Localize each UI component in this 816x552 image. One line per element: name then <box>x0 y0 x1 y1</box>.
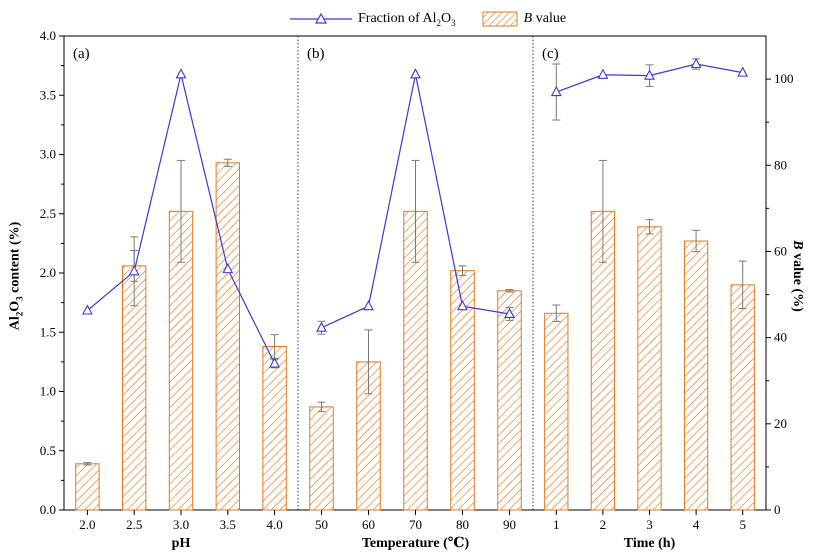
bar <box>75 463 100 511</box>
x-tick-label: 80 <box>456 517 469 532</box>
y2-tick-label: 20 <box>774 416 787 431</box>
bar <box>497 290 522 511</box>
x-tick-label: 90 <box>503 517 516 532</box>
y2-tick-label: 0 <box>774 502 781 517</box>
line-point <box>504 307 515 318</box>
line-point <box>175 68 187 79</box>
y-tick-label: 2.5 <box>40 206 56 221</box>
bar <box>730 284 755 511</box>
line-point <box>269 357 281 368</box>
panel-label: (c) <box>542 46 559 62</box>
x-tick-label: 5 <box>739 517 746 532</box>
y-tick-label: 3.5 <box>40 87 56 102</box>
line-point <box>644 69 655 80</box>
line-point <box>457 300 468 311</box>
legend-bar-label: B value <box>523 11 567 26</box>
line-point <box>363 300 374 311</box>
y-tick-label: 2.0 <box>40 265 56 280</box>
y2-tick-label: 100 <box>774 71 794 86</box>
panel-label: (b) <box>307 46 325 62</box>
x-tick-label: 3.0 <box>173 517 189 532</box>
bar <box>544 312 569 511</box>
line-point <box>128 265 140 276</box>
bar <box>309 406 334 511</box>
x-tick-label: 2.0 <box>79 517 95 532</box>
x-tick-label: 4 <box>693 517 700 532</box>
x-tick-label: 50 <box>315 517 328 532</box>
line-point <box>690 57 702 69</box>
hatched-bar-icon <box>482 11 518 27</box>
x-tick-label: 70 <box>409 517 422 532</box>
x-tick-label: 1 <box>553 517 560 532</box>
y2-tick-label: 80 <box>774 157 787 172</box>
line-point <box>737 66 749 77</box>
legend: Fraction of Al2O3 B value <box>290 6 592 32</box>
line-point <box>597 68 609 79</box>
bar <box>262 345 287 511</box>
x-tick-label: 3.5 <box>220 517 236 532</box>
bar <box>637 226 662 511</box>
x-axis-label: Temperature (℃) <box>362 536 470 551</box>
y2-tick-label: 60 <box>774 243 787 258</box>
x-tick-label: 3 <box>646 517 653 532</box>
y-tick-label: 0.0 <box>40 502 56 517</box>
x-tick-label: 60 <box>362 517 375 532</box>
legend-bar-item: B value <box>482 11 566 27</box>
line-point <box>410 68 421 79</box>
y-tick-label: 0.5 <box>40 443 56 458</box>
y-tick-label: 1.0 <box>40 384 56 399</box>
line-triangle-icon <box>290 12 352 24</box>
x-tick-label: 4.0 <box>266 517 282 532</box>
line-point <box>222 262 234 274</box>
y-tick-label: 3.0 <box>40 147 56 162</box>
line-point <box>550 85 562 97</box>
x-axis-label: pH <box>172 536 191 551</box>
legend-line-item: Fraction of Al2O3 <box>290 10 456 28</box>
x-axis-label: Time (h) <box>624 536 676 551</box>
x-tick-label: 2.5 <box>126 517 142 532</box>
line-point <box>316 321 327 332</box>
legend-line-label: Fraction of Al2O3 <box>358 10 456 28</box>
y-tick-label: 1.5 <box>40 324 56 339</box>
x-tick-label: 2 <box>600 517 607 532</box>
bar <box>215 162 241 511</box>
y2-tick-label: 40 <box>774 330 787 345</box>
panel-label: (a) <box>73 46 90 62</box>
line-point <box>81 304 93 315</box>
bar <box>683 240 709 511</box>
y-tick-label: 4.0 <box>40 28 56 43</box>
